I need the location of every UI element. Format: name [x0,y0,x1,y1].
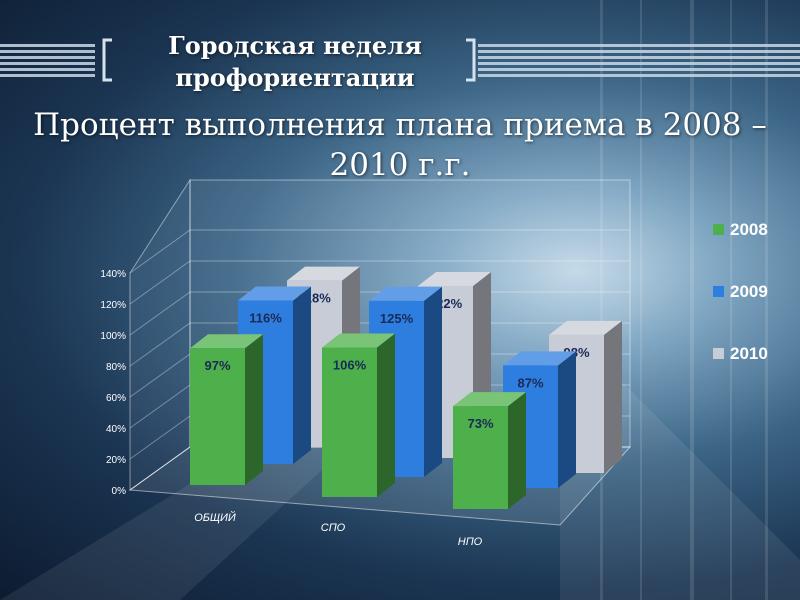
banner-line-2: профориентации [175,63,415,92]
bar-top [190,334,263,349]
bar-side [245,334,263,485]
category-label: СПО [321,522,346,534]
bar-top [453,392,526,407]
grid-line [129,229,630,274]
bar-top [549,320,622,335]
bar-front [453,406,508,509]
legend-swatch [713,348,724,359]
bar-side [604,320,622,473]
bar-2008-0: 97% [190,334,263,485]
y-tick-label: 60% [106,393,126,404]
y-tick-label: 120% [100,300,126,311]
bar-side [424,286,442,477]
y-axis-ticks: 0% 20% 40% 60% 80% 100% 120% 140% [100,269,126,497]
banner-stripes-left [0,44,95,77]
bar-side [377,333,395,497]
banner-bracket-right [466,38,476,82]
y-tick-label: 40% [106,424,126,435]
bar-top [369,286,442,301]
legend-item-2009: 2009 [713,282,768,301]
bar-top [238,286,311,301]
legend-item-2010: 2010 [713,344,768,363]
bar-top [287,266,360,281]
category-label: НПО [458,536,483,548]
y-tick-label: 0% [112,486,127,497]
slide-title: Процент выполнения плана приема в 2008 –… [10,105,790,185]
bar-top [418,271,491,286]
legend-item-2008: 2008 [713,220,768,239]
bar-top [503,351,576,366]
banner-line-1: Городская неделя [168,31,422,60]
legend-label: 2008 [730,220,768,239]
y-tick-label: 20% [106,455,126,466]
bar-front [322,347,377,497]
bar-value-label: 87% [517,375,543,390]
legend-label: 2010 [730,344,768,363]
bars: 118% 122%98%116% 125%87%97% 106%73% [190,266,622,509]
grid-line [129,260,630,305]
bar-2008-2: 73% [453,392,526,509]
banner-title: Городская неделя профориентации [130,30,460,94]
bar-value-label: 97% [204,358,230,373]
banner-stripes-right [478,44,800,77]
legend: 2008 2009 2010 [713,220,768,363]
y-tick-label: 80% [106,362,126,373]
x-axis-labels: ОБЩИЙ СПО НПО [194,511,482,548]
chart-left-wall [129,178,191,491]
bar-value-label: 116% [249,310,282,325]
bar-side [293,286,311,464]
category-label: ОБЩИЙ [194,511,236,524]
y-tick-label: 140% [100,269,126,280]
bar-top [322,333,395,348]
bar-front [190,348,245,485]
slide-title-line-1: Процент выполнения плана приема в 2008 – [33,107,767,143]
banner-bracket-left [102,38,112,82]
bar-value-label: 106% [333,358,367,373]
legend-swatch [713,224,724,235]
bar-2008-1: 106% [322,333,395,497]
bar-value-label: 125% [380,311,414,326]
bar-side [558,351,576,488]
legend-label: 2009 [730,282,768,301]
slide-title-line-2: 2010 г.г. [329,147,471,183]
bar-side [508,392,526,509]
legend-swatch [713,286,724,297]
y-tick-label: 100% [100,331,126,342]
bar-value-label: 73% [467,416,493,431]
